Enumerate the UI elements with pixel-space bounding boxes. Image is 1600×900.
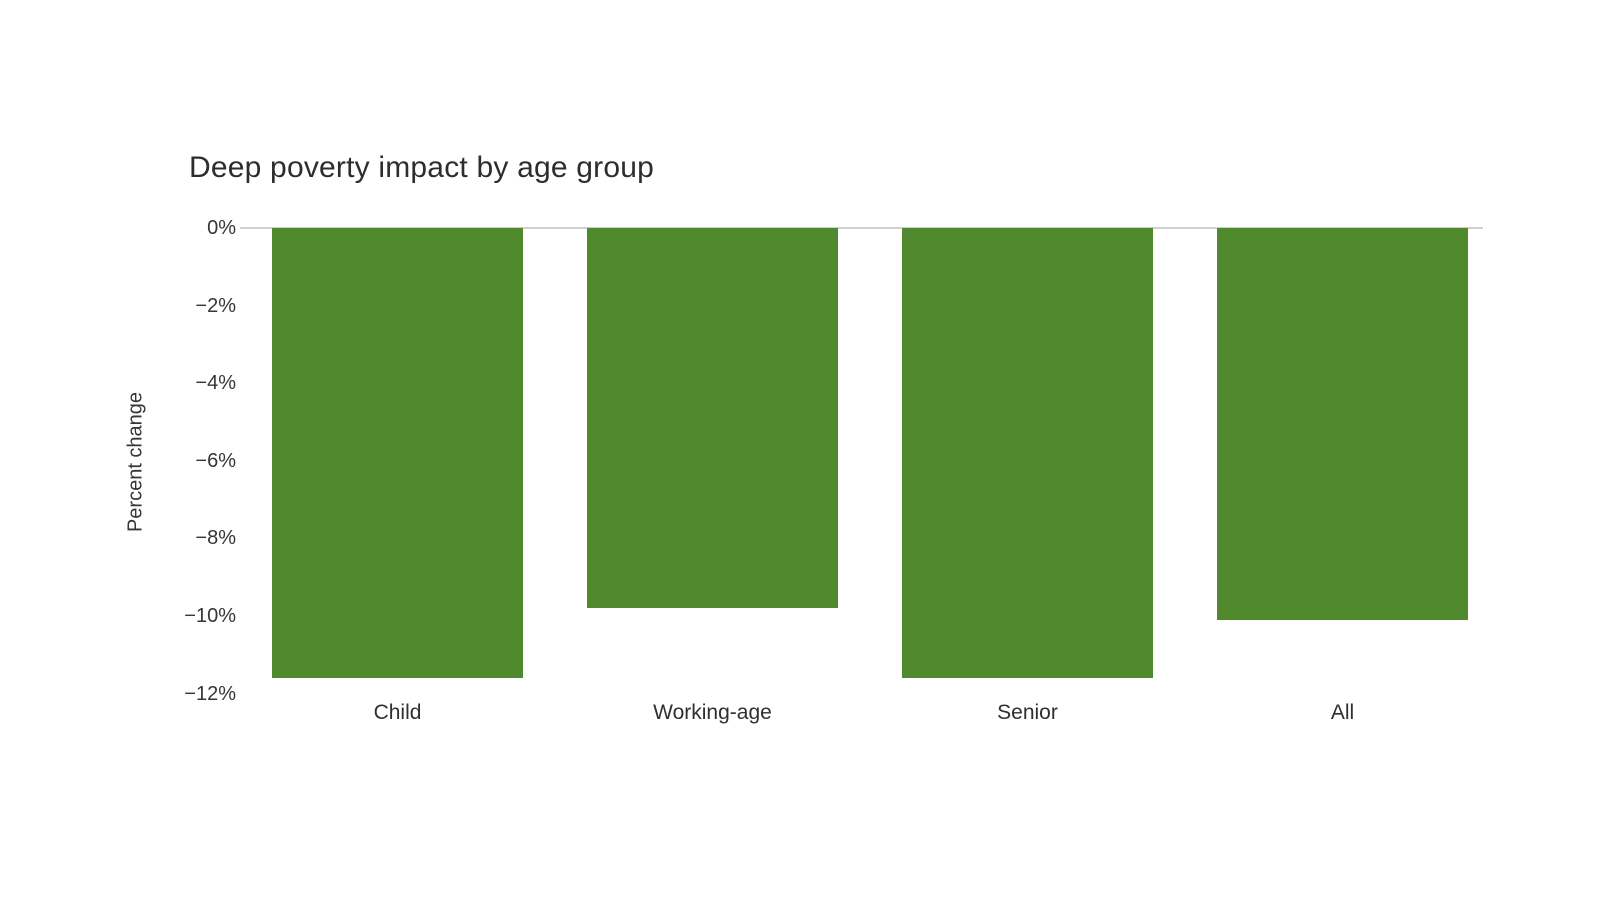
chart-title: Deep poverty impact by age group (189, 151, 654, 184)
bar-all[interactable] (1217, 228, 1468, 620)
x-axis-label: Child (373, 701, 422, 724)
y-tick-label: −10% (184, 604, 236, 627)
zero-gridline (240, 227, 1483, 229)
y-tick-label: −12% (184, 682, 236, 705)
x-axis-label: Working-age (653, 701, 772, 724)
bar-senior[interactable] (902, 228, 1153, 678)
y-tick-label: −8% (195, 527, 236, 550)
bar-child[interactable] (272, 228, 523, 678)
y-tick-label: 0% (207, 217, 236, 239)
x-axis-label: All (1330, 701, 1355, 724)
y-tick-label: −6% (195, 449, 236, 472)
y-tick-label: −4% (195, 372, 236, 395)
y-tick-label: −2% (195, 294, 236, 317)
bar-working-age[interactable] (587, 228, 838, 609)
x-axis-label: Senior (997, 701, 1058, 724)
